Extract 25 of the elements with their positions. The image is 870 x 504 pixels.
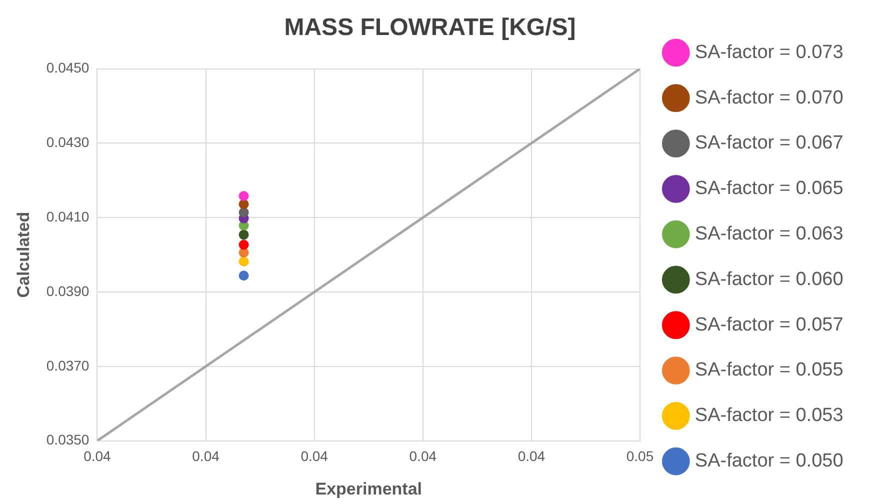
x-tick-label: 0.04 <box>518 448 546 464</box>
chart-title: MASS FLOWRATE [KG/S] <box>284 14 576 42</box>
legend-label: SA-factor = 0.053 <box>694 405 844 426</box>
y-tick-label: 0.0410 <box>46 208 90 224</box>
x-tick-label: 0.04 <box>84 448 112 464</box>
x-tick-label: 0.04 <box>300 448 328 464</box>
legend-label: SA-factor = 0.050 <box>694 450 844 472</box>
y-axis-title: Calculated <box>14 212 33 298</box>
legend-label: SA-factor = 0.065 <box>694 178 844 200</box>
x-tick-label: 0.04 <box>192 448 220 464</box>
legend-label: SA-factor = 0.060 <box>694 268 844 290</box>
legend-label: SA-factor = 0.055 <box>694 360 844 381</box>
legend-label: SA-factor = 0.073 <box>694 42 844 63</box>
y-tick-label: 0.0390 <box>46 282 90 299</box>
legend-label: SA-factor = 0.057 <box>694 314 844 336</box>
legend-label: SA-factor = 0.070 <box>694 87 844 108</box>
x-tick-label: 0.04 <box>409 448 437 464</box>
legend-label: SA-factor = 0.067 <box>694 132 844 154</box>
y-tick-label: 0.0350 <box>46 432 90 448</box>
x-tick-label: 0.05 <box>626 448 654 464</box>
legend-label: SA-factor = 0.063 <box>694 224 844 245</box>
y-tick-label: 0.0450 <box>46 60 90 76</box>
x-axis-title: Experimental <box>315 479 422 498</box>
y-tick-label: 0.0430 <box>46 134 90 150</box>
y-tick-label: 0.0370 <box>46 357 90 374</box>
